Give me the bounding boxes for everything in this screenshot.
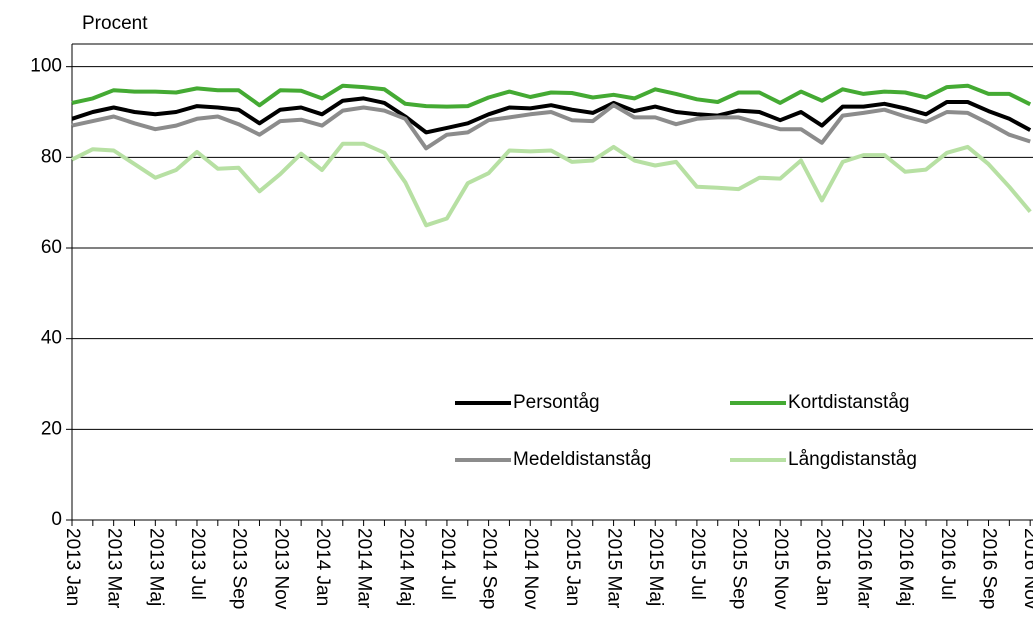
y-axis-label: Procent bbox=[82, 13, 148, 34]
x-tick-label: 2016 Sep bbox=[979, 528, 1000, 609]
x-tick-label: 2014 Jan bbox=[312, 528, 333, 606]
x-tick-label: 2014 Mar bbox=[354, 528, 375, 609]
x-tick-label: 2013 Jul bbox=[187, 528, 208, 600]
x-tick-label: 2014 Maj bbox=[395, 528, 416, 606]
x-tick-label: 2016 Mar bbox=[854, 528, 875, 609]
legend-label: Persontåg bbox=[513, 392, 600, 413]
series-line bbox=[71, 103, 1031, 151]
x-tick-label: 2016 Maj bbox=[895, 528, 916, 606]
x-tick-label: 2013 Maj bbox=[145, 528, 166, 606]
legend-label: Kortdistanståg bbox=[788, 392, 909, 413]
y-tick-label: 20 bbox=[41, 418, 62, 439]
x-tick-label: 2015 Jan bbox=[562, 528, 583, 606]
x-tick-label: 2015 Jul bbox=[687, 528, 708, 600]
legend-label: Medeldistanståg bbox=[513, 449, 651, 470]
x-tick-label: 2016 Nov bbox=[1020, 528, 1033, 610]
y-tick-label: 40 bbox=[41, 328, 62, 349]
y-tick-label: 80 bbox=[41, 146, 62, 167]
x-tick-label: 2013 Mar bbox=[104, 528, 125, 609]
y-tick-label: 60 bbox=[41, 237, 62, 258]
series-line bbox=[71, 96, 1032, 135]
x-tick-label: 2015 Maj bbox=[645, 528, 666, 606]
x-tick-label: 2016 Jan bbox=[812, 528, 833, 606]
x-tick-label: 2014 Sep bbox=[479, 528, 500, 609]
y-tick-label: 0 bbox=[51, 509, 62, 530]
series-line bbox=[71, 141, 1032, 228]
x-tick-label: 2015 Sep bbox=[729, 528, 750, 609]
x-tick-label: 2013 Jan bbox=[62, 528, 83, 606]
x-tick-label: 2015 Nov bbox=[770, 528, 791, 610]
y-tick-label: 100 bbox=[30, 56, 62, 77]
x-tick-label: 2016 Jul bbox=[937, 528, 958, 600]
series-line bbox=[71, 83, 1032, 109]
legend-label: Långdistanståg bbox=[788, 449, 917, 470]
x-tick-label: 2013 Sep bbox=[229, 528, 250, 609]
x-tick-label: 2014 Jul bbox=[437, 528, 458, 600]
x-tick-label: 2015 Mar bbox=[604, 528, 625, 609]
x-tick-label: 2013 Nov bbox=[270, 528, 291, 610]
x-tick-label: 2014 Nov bbox=[520, 528, 541, 610]
